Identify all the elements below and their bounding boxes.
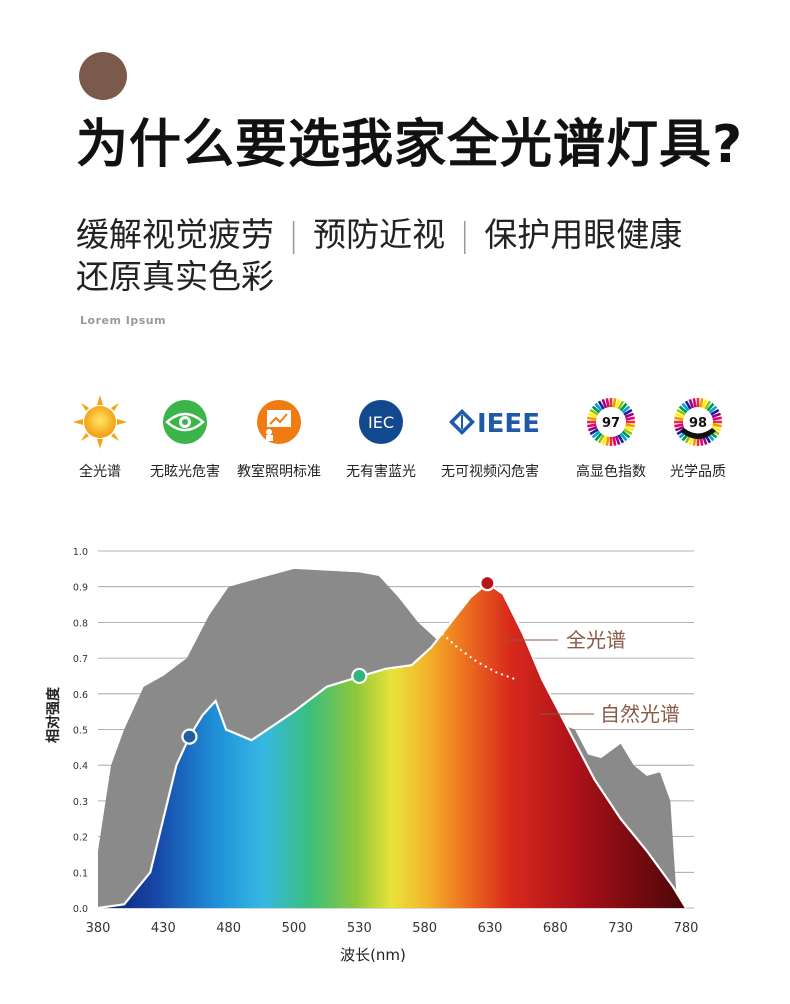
x-tick-label: 580	[412, 921, 437, 936]
y-tick-label: 0.8	[73, 618, 88, 629]
cri-97-icon: 97	[584, 395, 638, 449]
x-axis-label: 波长(nm)	[340, 946, 406, 964]
y-tick-label: 0.4	[73, 761, 88, 772]
subtitle-item: 缓解视觉疲劳	[76, 215, 274, 254]
feature-optical-quality: 98 光学品质	[643, 395, 753, 481]
annotation-natural-spectrum: 自然光谱	[600, 702, 680, 726]
separator: |	[459, 215, 471, 254]
feature-label: 全光谱	[79, 464, 121, 480]
iec-icon: IEC	[354, 395, 408, 449]
x-tick-label: 630	[478, 921, 503, 936]
x-tick-label: 430	[151, 921, 176, 936]
separator: |	[288, 215, 300, 254]
feature-label: 无有害蓝光	[346, 464, 416, 480]
annotation-full-spectrum: 全光谱	[566, 628, 626, 652]
feature-high-cri: 97 高显色指数	[556, 395, 666, 481]
feature-label: 教室照明标准	[237, 464, 321, 480]
full-spectrum-area	[98, 583, 686, 908]
iec-badge-text: IEC	[368, 413, 394, 432]
cri-badge-text: 98	[689, 416, 707, 431]
y-tick-label: 0.0	[73, 904, 88, 915]
sun-icon	[73, 395, 127, 449]
cri-98-icon: 98	[671, 395, 725, 449]
x-tick-label: 500	[282, 921, 307, 936]
subtitle-item: 还原真实色彩	[76, 257, 274, 296]
spectrum-marker	[351, 667, 368, 685]
cri-badge-text: 97	[602, 416, 620, 431]
subtitle: 缓解视觉疲劳 | 预防近视 | 保护用眼健康 还原真实色彩	[76, 214, 766, 298]
feature-label: 光学品质	[670, 464, 726, 480]
x-tick-label: 380	[86, 921, 111, 936]
x-tick-label: 730	[608, 921, 633, 936]
feature-label: 高显色指数	[576, 464, 646, 480]
feature-full-spectrum: 全光谱	[45, 395, 155, 481]
eye-icon	[158, 395, 212, 449]
feature-icons: 全光谱 无眩光危害 教室照明标准	[60, 395, 750, 495]
spectrum-marker	[181, 728, 198, 745]
feature-classroom: 教室照明标准	[224, 395, 334, 481]
feature-label: 无可视频闪危害	[441, 464, 539, 480]
subtitle-item: 保护用眼健康	[484, 215, 683, 254]
y-tick-label: 0.6	[73, 690, 88, 701]
y-tick-label: 0.2	[73, 833, 88, 844]
ieee-icon: IEEE	[435, 395, 545, 449]
y-tick-label: 0.5	[73, 726, 88, 737]
page-title: 为什么要选我家全光谱灯具?	[76, 115, 744, 175]
spectrum-marker	[479, 575, 496, 592]
feature-no-glare: 无眩光危害	[130, 395, 240, 481]
lorem-text: Lorem Ipsum	[80, 314, 167, 327]
ieee-badge-text: IEEE	[477, 409, 540, 439]
y-tick-label: 0.3	[73, 797, 88, 808]
brown-dot	[79, 52, 127, 100]
spectrum-chart-svg: 0.0 0.1 0.2 0.3 0.4 0.5 0.6 0.7 0.8 0.9 1.0 380 430 4…	[45, 547, 699, 964]
y-tick-label: 0.1	[73, 868, 88, 879]
y-tick-label: 0.9	[73, 583, 88, 594]
y-tick-label: 0.7	[73, 654, 88, 665]
x-tick-label: 480	[216, 921, 241, 936]
y-tick-label: 1.0	[73, 547, 88, 558]
x-tick-label: 680	[543, 921, 568, 936]
classroom-icon	[252, 395, 306, 449]
subtitle-item: 预防近视	[313, 215, 446, 254]
y-axis-label: 相对强度	[45, 686, 62, 743]
feature-no-blue-light: IEC 无有害蓝光	[326, 395, 436, 481]
x-tick-label: 530	[347, 921, 372, 936]
feature-label: 无眩光危害	[150, 464, 220, 480]
spectrum-chart: 0.0 0.1 0.2 0.3 0.4 0.5 0.6 0.7 0.8 0.9 1.0 380 430 4…	[0, 530, 790, 1004]
feature-no-flicker: IEEE 无可视频闪危害	[435, 395, 545, 481]
x-tick-label: 780	[674, 921, 699, 936]
full-spectrum-line	[97, 581, 687, 910]
